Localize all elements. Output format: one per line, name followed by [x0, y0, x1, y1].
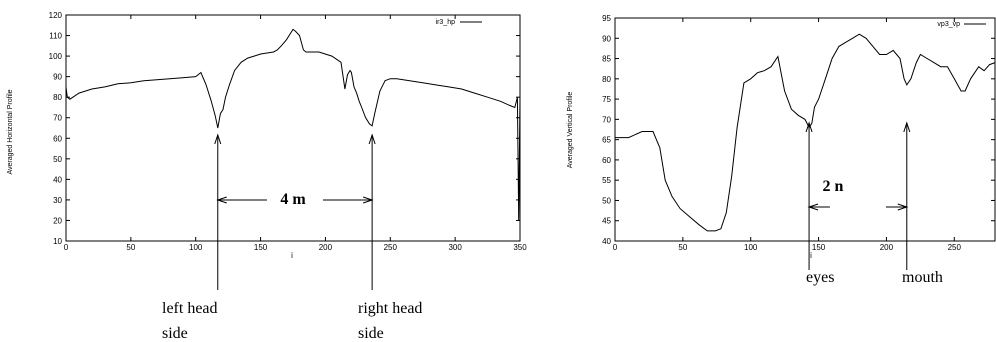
y-tick-label: 80: [53, 93, 62, 102]
arrowhead: [216, 196, 227, 204]
y-axis-label: Averaged Horizontal Profile: [7, 89, 14, 174]
y-tick-label: 75: [602, 95, 611, 104]
right-caption-line1: mouth: [902, 269, 943, 286]
x-tick-label: 50: [126, 243, 135, 252]
x-tick-label: 0: [64, 243, 69, 252]
y-tick-label: 120: [49, 11, 63, 20]
left-caption-line1: left head: [162, 300, 218, 317]
arrowhead: [807, 203, 819, 211]
y-tick-label: 70: [602, 115, 611, 124]
y-tick-label: 95: [602, 14, 611, 23]
vertical-profile-chart: vp3_vp Averaged Vertical Profile i 2 n e…: [567, 14, 996, 286]
x-tick-label: 250: [384, 243, 398, 252]
arrowhead: [368, 133, 376, 145]
x-axis-label: i: [291, 251, 293, 260]
y-tick-label: 10: [53, 237, 62, 246]
y-tick-label: 90: [602, 34, 611, 43]
distance-label: 2 n: [823, 178, 844, 195]
x-tick-label: 50: [678, 243, 687, 252]
left-caption-line1: eyes: [806, 269, 834, 286]
y-axis-label: Averaged Vertical Profile: [567, 92, 574, 169]
y-tick-label: 50: [53, 155, 62, 164]
y-tick-label: 80: [602, 75, 611, 84]
y-tick-label: 20: [53, 216, 62, 225]
y-tick-label: 60: [53, 134, 62, 143]
x-tick-label: 250: [948, 243, 962, 252]
y-tick-label: 85: [602, 55, 611, 64]
arrowhead: [805, 121, 813, 133]
y-tick-label: 55: [602, 176, 611, 185]
x-tick-label: 300: [448, 243, 462, 252]
y-tick-label: 100: [49, 52, 63, 61]
right-caption-line2: side: [358, 325, 384, 342]
distance-label: 4 m: [280, 191, 306, 208]
arrowhead: [214, 133, 222, 145]
arrowhead: [897, 203, 909, 211]
arrowhead: [362, 196, 374, 204]
right-caption-line1: right head: [358, 300, 422, 317]
plot-frame: [614, 17, 996, 242]
legend-label: ir3_hp: [436, 19, 456, 26]
y-tick-label: 30: [53, 196, 62, 205]
y-tick-label: 45: [602, 217, 611, 226]
y-tick-label: 110: [49, 32, 62, 41]
legend-label: vp3_vp: [937, 21, 960, 28]
profile-line: [615, 33, 996, 232]
horizontal-profile-chart: ir3_hp Averaged Horizontal Profile i 4 m…: [7, 11, 527, 342]
y-tick-label: 40: [53, 175, 62, 184]
y-tick-label: 60: [602, 156, 611, 165]
y-tick-label: 65: [602, 136, 611, 145]
y-tick-label: 40: [602, 237, 611, 246]
y-tick-label: 70: [53, 114, 62, 123]
x-tick-label: 150: [812, 243, 826, 252]
arrowhead: [903, 121, 911, 133]
x-tick-label: 0: [613, 243, 618, 252]
x-tick-label: 100: [189, 243, 203, 252]
y-tick-label: 50: [602, 196, 611, 205]
x-tick-label: 350: [513, 243, 527, 252]
x-tick-label: 200: [880, 243, 894, 252]
profile-line: [65, 28, 521, 221]
y-tick-label: 90: [53, 73, 62, 82]
x-tick-label: 150: [254, 243, 268, 252]
x-tick-label: 200: [319, 243, 333, 252]
x-axis-label: i: [810, 251, 812, 260]
left-caption-line2: side: [162, 325, 188, 342]
x-tick-label: 100: [744, 243, 758, 252]
